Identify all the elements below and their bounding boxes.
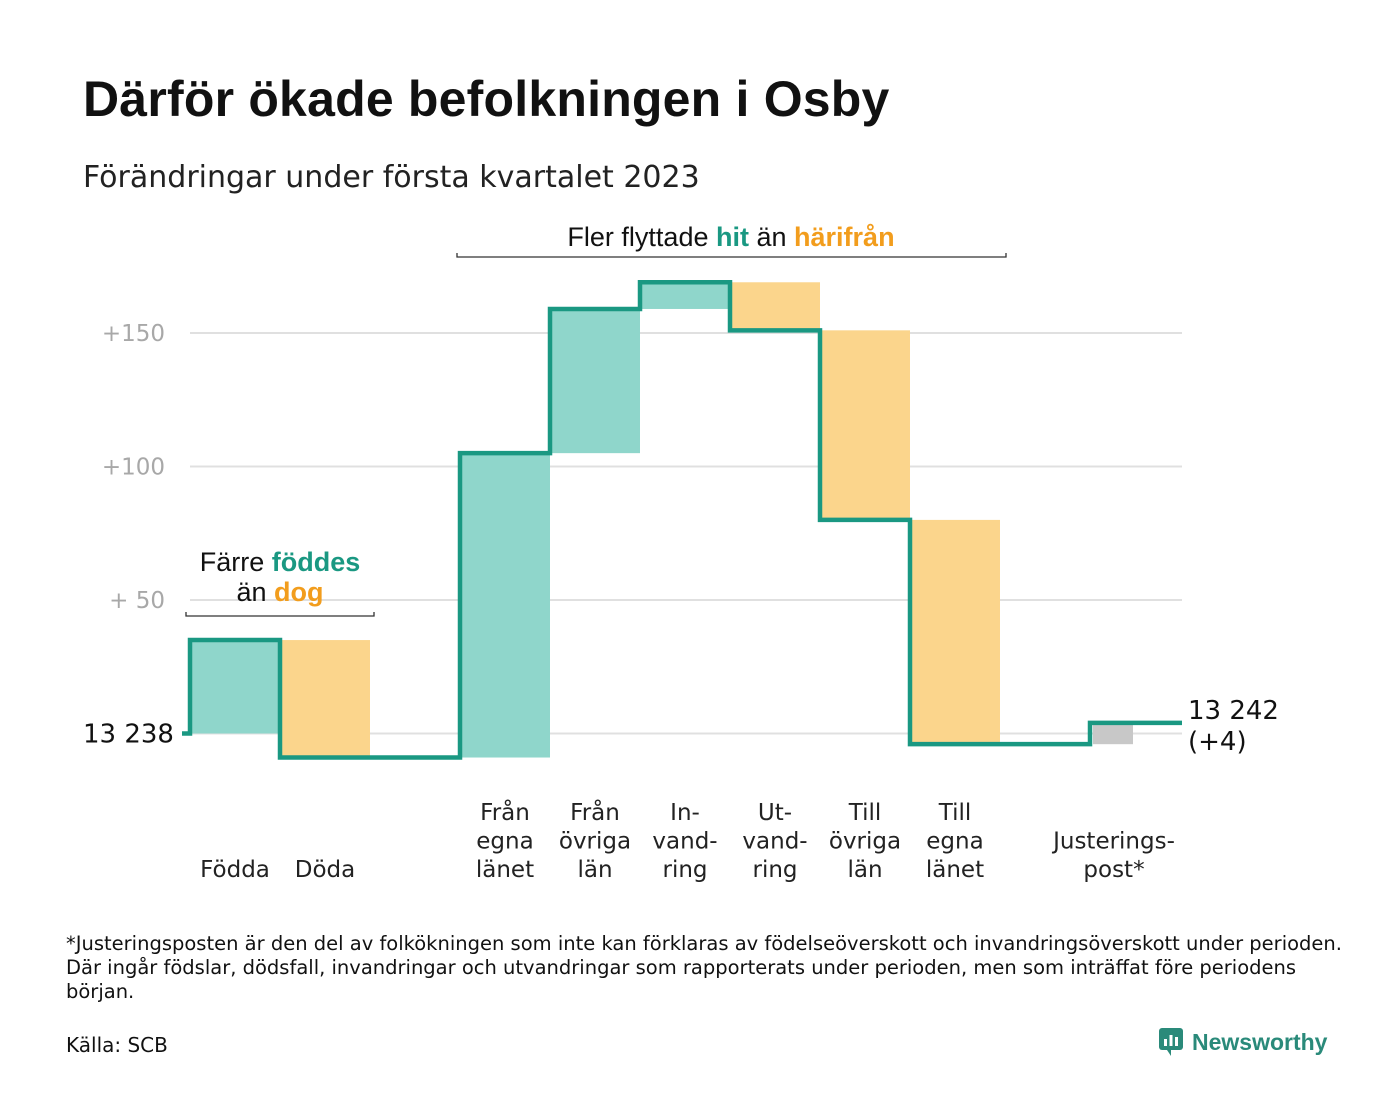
bracket-births-deaths [185,612,375,617]
category-label: övriga [829,829,901,855]
bar-decrease [820,330,910,520]
category-label: länet [476,857,534,883]
category-label: ring [662,857,707,883]
annotation-part: än [749,222,794,252]
y-tick-label: + 50 [109,588,165,614]
end-labels: 13 238 13 242(+4) [83,696,1279,757]
brand[interactable]: Newsworthy [1158,1027,1327,1057]
category-label: vand- [652,829,717,855]
bracket-migration [456,253,1007,258]
category-label: övriga [559,829,631,855]
bar-increase [550,308,640,454]
bar-decrease [910,519,1000,745]
bar-adjustment [1093,722,1133,745]
category-label: Döda [295,857,355,883]
category-label: egna [926,829,983,855]
category-label: egna [476,829,533,855]
annotation-part: föddes [272,547,361,577]
category-label: In- [670,800,700,826]
newsworthy-logo-icon [1159,1028,1183,1056]
annotation-part: härifrån [794,222,895,252]
category-label: län [847,857,882,883]
chart-title: Därför ökade befolkningen i Osby [83,71,890,127]
annotation-part: än [236,577,274,607]
bars [190,282,1133,758]
category-label: Ut- [758,800,792,826]
category-label: Justerings- [1051,829,1175,855]
brand-name: Newsworthy [1192,1028,1328,1055]
bar-increase [640,282,730,309]
bar-decrease [280,640,370,758]
category-label: Till [938,800,972,826]
category-label: vand- [742,829,807,855]
category-label: län [577,857,612,883]
source-note: Källa: SCB [66,1033,168,1057]
category-label: länet [926,857,984,883]
category-labels: Födda DödaFrånegnalänetFrånövrigalänIn-va… [200,798,1175,883]
annotation-part: Färre [200,547,272,577]
chart-subtitle: Förändringar under första kvartalet 2023 [83,160,700,195]
bar-decrease [730,282,820,331]
running-total-line [182,280,1182,760]
y-tick-label: +150 [102,321,165,347]
bar-increase [190,640,280,734]
annotation-part: Fler flyttade [567,222,716,252]
waterfall-chart: + 50+100+150 Födda DödaFrånegnalänetFrånö… [83,222,1279,883]
start-value-label: 13 238 [83,720,174,750]
annotation-births-deaths-line2: än dog [236,577,323,607]
category-label: Från [570,798,620,826]
end-change-label: (+4) [1188,727,1247,757]
y-axis-ticks: + 50 +100 +150 [102,321,165,614]
y-tick-label: +100 [102,455,165,481]
category-label: Födda [200,857,270,883]
category-label: ring [752,857,797,883]
annotation-migration: Fler flyttade hit än härifrån [567,222,894,252]
annotation-births-deaths: Färre föddes [200,547,361,577]
bar-increase [460,453,550,758]
category-label: Från [480,798,530,826]
annotation-part: hit [716,222,749,252]
category-label: Till [848,800,882,826]
annotation-part: dog [274,577,323,607]
end-value-label: 13 242 [1188,696,1279,726]
footnote: *Justeringsposten är den del av folkökni… [66,932,1342,1003]
category-label: post* [1083,857,1144,883]
